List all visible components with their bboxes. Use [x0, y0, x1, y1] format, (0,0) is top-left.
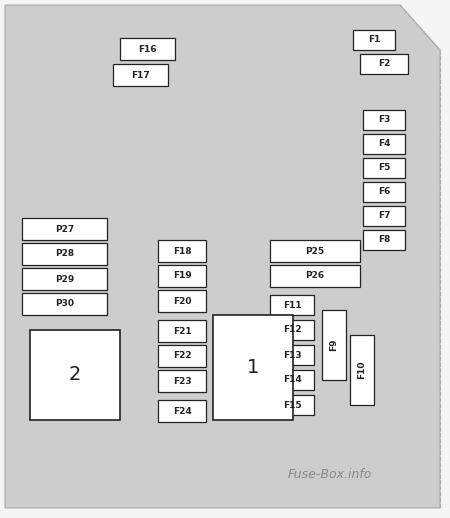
Text: F20: F20 — [173, 296, 191, 306]
Bar — [113, 64, 168, 86]
Polygon shape — [5, 5, 440, 508]
Text: P27: P27 — [55, 224, 74, 234]
Text: 2: 2 — [69, 366, 81, 384]
Bar — [363, 230, 405, 250]
Bar — [22, 268, 107, 290]
Text: F3: F3 — [378, 116, 390, 124]
Text: F16: F16 — [138, 45, 157, 53]
Text: P25: P25 — [306, 247, 324, 255]
Text: F11: F11 — [283, 300, 302, 309]
Text: F14: F14 — [283, 376, 302, 384]
Bar — [22, 218, 107, 240]
Bar — [363, 158, 405, 178]
Bar — [363, 134, 405, 154]
Bar — [213, 315, 293, 420]
Text: F5: F5 — [378, 164, 390, 172]
Text: P28: P28 — [55, 250, 74, 258]
Text: F6: F6 — [378, 188, 390, 196]
Bar — [158, 345, 206, 367]
Text: P30: P30 — [55, 299, 74, 309]
Bar — [158, 320, 206, 342]
Text: F18: F18 — [173, 247, 191, 255]
Bar — [22, 243, 107, 265]
Bar — [322, 310, 346, 380]
Bar — [270, 265, 360, 287]
Text: P29: P29 — [55, 275, 74, 283]
Bar — [350, 335, 374, 405]
Text: F9: F9 — [329, 339, 338, 351]
Text: F4: F4 — [378, 139, 390, 149]
Bar — [30, 330, 120, 420]
Text: F17: F17 — [131, 70, 150, 79]
Text: F19: F19 — [173, 271, 191, 281]
Bar — [270, 345, 314, 365]
Text: F1: F1 — [368, 36, 380, 45]
Text: F12: F12 — [283, 325, 302, 335]
Text: 1: 1 — [247, 358, 259, 377]
Text: P26: P26 — [306, 271, 324, 281]
Bar — [22, 293, 107, 315]
Text: Fuse-Box.info: Fuse-Box.info — [288, 468, 372, 482]
Text: F15: F15 — [283, 400, 302, 410]
Bar — [158, 290, 206, 312]
Bar — [270, 295, 314, 315]
Bar — [363, 206, 405, 226]
Bar — [353, 30, 395, 50]
Text: F22: F22 — [173, 352, 191, 361]
Bar — [363, 110, 405, 130]
Text: F24: F24 — [173, 407, 191, 415]
Bar — [270, 240, 360, 262]
Text: F7: F7 — [378, 211, 390, 221]
Bar — [158, 400, 206, 422]
Text: F8: F8 — [378, 236, 390, 244]
Text: F21: F21 — [173, 326, 191, 336]
Bar — [270, 395, 314, 415]
Bar — [158, 370, 206, 392]
Bar — [120, 38, 175, 60]
Text: F13: F13 — [283, 351, 302, 359]
Bar — [363, 182, 405, 202]
Bar — [158, 265, 206, 287]
Bar — [270, 370, 314, 390]
Bar — [360, 54, 408, 74]
Text: F23: F23 — [173, 377, 191, 385]
Bar — [158, 240, 206, 262]
Text: F2: F2 — [378, 60, 390, 68]
Bar — [270, 320, 314, 340]
Text: F10: F10 — [357, 361, 366, 379]
